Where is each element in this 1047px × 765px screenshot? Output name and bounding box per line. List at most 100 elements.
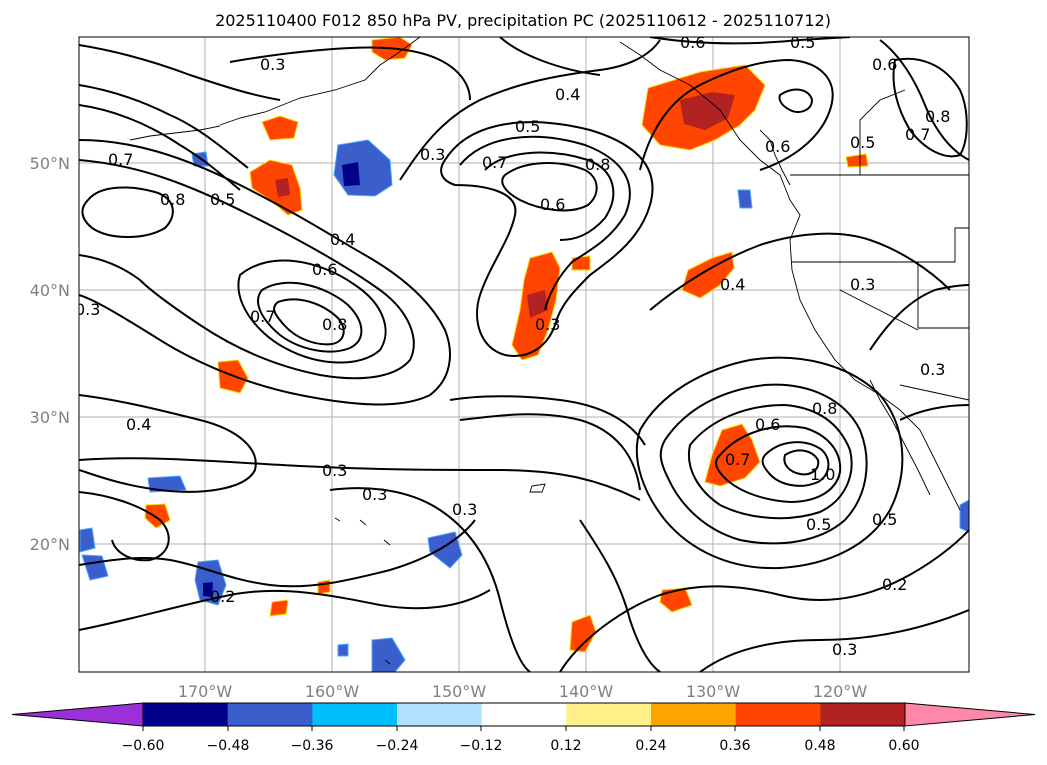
colorbar-segment	[227, 703, 313, 726]
contour-south-big-3	[687, 403, 853, 520]
contour-south-big-5	[761, 441, 830, 487]
colorbar-segment	[312, 703, 398, 726]
contour-nw-oval	[81, 186, 174, 238]
contour-label: 0.3	[260, 55, 285, 74]
contour-label: 0.3	[75, 300, 100, 319]
contour-ne-4	[778, 88, 814, 113]
coast-small-1	[334, 517, 391, 546]
contour-w-inner-2	[237, 259, 387, 364]
map-title: 2025110400 F012 850 hPa PV, precipitatio…	[215, 11, 831, 30]
precip-core-n-pacific-1	[275, 178, 290, 197]
contour-s-6	[699, 609, 969, 672]
contour-south-big-4	[715, 425, 842, 504]
precip-neg-s-3	[337, 643, 349, 657]
lon-label-160w: 160°W	[305, 682, 360, 701]
colorbar-segment	[566, 703, 652, 726]
contour-label: 0.6	[680, 33, 705, 52]
coast-cuba-like	[529, 483, 546, 493]
contour-s-5	[559, 529, 969, 672]
precip-core-central	[527, 290, 548, 318]
colorbar-segment	[735, 703, 821, 726]
contour-e-3	[899, 404, 969, 421]
contour-label: 0.6	[312, 260, 337, 279]
contour-central-2	[459, 135, 631, 311]
contour-s-7	[579, 519, 661, 672]
contour-mid-1	[449, 395, 646, 446]
contour-label: 0.4	[720, 275, 745, 294]
precip-area-n-4	[845, 153, 869, 168]
contour-label: 0.5	[515, 117, 540, 136]
contour-label: 0.3	[920, 360, 945, 379]
contour-central-3	[484, 151, 615, 241]
contour-south-big-6	[783, 449, 820, 476]
lon-label-170w: 170°W	[178, 682, 233, 701]
precip-neg-w-1	[147, 475, 187, 493]
contour-label: 1.0	[810, 465, 835, 484]
precip-area-s-1	[659, 587, 693, 613]
contour-s-1	[79, 519, 476, 588]
contour-label: 0.3	[535, 315, 560, 334]
colorbar-extend-low	[11, 702, 144, 727]
contour-label: 0.3	[322, 461, 347, 480]
contour-label: 0.4	[126, 415, 151, 434]
coast-aleutians	[129, 125, 221, 141]
contour-w-inner-1	[79, 159, 415, 380]
contour-nw-2	[79, 104, 241, 191]
precip-negative-areas	[79, 139, 969, 672]
lat-label-30n: 30°N	[30, 408, 70, 427]
contour-label: 0.5	[210, 190, 235, 209]
colorbar-segment	[820, 703, 906, 726]
contour-label: 0.3	[850, 275, 875, 294]
contour-label: 0.5	[872, 510, 897, 529]
precip-area-s-2	[569, 614, 597, 653]
colorbar-segments	[11, 702, 1036, 727]
contour-label: 0.5	[790, 33, 815, 52]
border-state-1	[792, 227, 969, 263]
contour-label: 0.6	[765, 137, 790, 156]
lat-label-40n: 40°N	[30, 281, 70, 300]
coast-islands-bc	[759, 129, 791, 186]
latitude-axis: 50°N 40°N 30°N 20°N	[30, 154, 70, 554]
contour-label: 0.6	[872, 55, 897, 74]
precip-neg-hawaii-west-core	[203, 582, 213, 597]
contour-sw-2	[79, 491, 170, 562]
contour-label: 0.6	[755, 415, 780, 434]
colorbar-tick-label: −0.36	[291, 738, 334, 754]
contour-label: 0.8	[160, 190, 185, 209]
colorbar-tick-label: −0.60	[122, 738, 165, 754]
colorbar-tick-label: 0.36	[719, 738, 750, 754]
colorbar-segment	[397, 703, 483, 726]
contour-label: 0.7	[108, 150, 133, 169]
contour-central-1	[440, 121, 654, 357]
colorbar-ticks	[142, 726, 905, 731]
contour-w-inner-4	[273, 298, 345, 346]
colorbar-labels: −0.60 −0.48 −0.36 −0.24 −0.12 0.12 0.24 …	[122, 738, 920, 754]
colorbar-tick-label: 0.48	[804, 738, 835, 754]
lon-label-150w: 150°W	[432, 682, 487, 701]
coast-alaska-pan	[619, 41, 961, 511]
contour-top-1	[499, 37, 601, 76]
contour-s-2	[79, 589, 491, 631]
lat-label-20n: 20°N	[30, 535, 70, 554]
precip-area-n-pacific-1	[249, 159, 303, 216]
colorbar-segment	[143, 703, 229, 726]
colorbar-tick-label: −0.48	[207, 738, 250, 754]
border-us-mexico	[899, 384, 969, 401]
contour-e-1	[649, 232, 951, 311]
contour-s-4	[329, 487, 531, 672]
contour-north-1	[399, 39, 661, 181]
contour-south-big-2	[659, 383, 868, 545]
longitude-axis: 170°W 160°W 150°W 140°W 130°W 120°W	[178, 682, 868, 701]
colorbar-tick-label: 0.24	[635, 738, 666, 754]
map-frame	[78, 36, 970, 673]
precip-neg-s-2	[371, 637, 406, 672]
colorbar-segment	[481, 703, 567, 726]
contour-label: 0.4	[330, 230, 355, 249]
colorbar-extend-high	[904, 702, 1036, 727]
contour-nw-1	[79, 84, 249, 169]
precip-area-n-pacific-2	[261, 115, 299, 141]
contour-label: 0.2	[882, 575, 907, 594]
contour-sw-1	[79, 394, 257, 493]
contour-label: 0.8	[585, 155, 610, 174]
